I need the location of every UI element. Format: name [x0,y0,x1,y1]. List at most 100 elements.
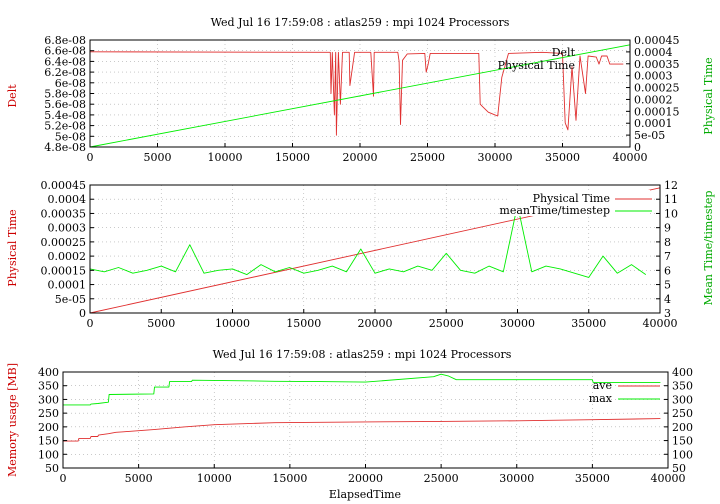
chart-2-ticks: 0 5000 10000 15000 20000 25000 30000 35000 40000… [41,179,679,330]
y2-tick-label: 50 [672,462,686,475]
x-tick-label: 30000 [500,317,535,330]
y-tick-label: 0.00015 [41,264,87,277]
y-tick-label: 350 [38,380,59,393]
chart-1-series [89,44,631,148]
y-tick-label: 0 [79,307,86,320]
y-tick-label: 6e-08 [55,77,86,90]
y2-tick-label: 12 [664,179,678,192]
y-tick-label: 5.4e-08 [44,109,86,122]
x-tick-label: 40000 [643,317,678,330]
series-line-1 [89,44,631,148]
x-tick-label: 20000 [358,317,393,330]
y-tick-label: 200 [38,421,59,434]
y-tick-label: 4.8e-08 [44,141,86,154]
chart-1-legend-label-physical-time: Physical Time [498,59,575,72]
y2-tick-label: 6 [664,264,671,277]
chart-3-legend-label-ave: ave [593,379,612,392]
y2-tick-label: 0.0002 [634,93,673,106]
chart-2-ylabel: Physical Time [6,209,19,286]
y2-tick-label: 0.0003 [634,70,673,83]
y-tick-label: 150 [38,435,59,448]
y-tick-label: 5.6e-08 [44,98,86,111]
y-tick-label: 5.8e-08 [44,88,86,101]
y2-tick-label: 300 [672,393,693,406]
y2-tick-label: 11 [664,193,678,206]
chart-2-legend-label-physical-time: Physical Time [533,192,610,205]
chart-2: Physical Time Mean Time/timestep 0 5000 10… [6,179,715,330]
y2-tick-label: 400 [672,366,693,379]
chart-2-legend-label-mean-time: meanTime/timestep [499,204,610,217]
y2-tick-label: 4 [664,293,671,306]
y2-tick-label: 0.00015 [634,105,680,118]
chart-1-ticks: 0 5000 10000 15000 20000 25000 30000 35000 40000… [44,34,679,164]
y2-tick-label: 7 [664,250,671,263]
x-tick-label: 10000 [208,151,243,164]
y2-tick-label: 0.0001 [634,117,673,130]
y-tick-label: 6.6e-08 [44,45,86,58]
chart-3: Wed Jul 16 17:59:08 : atlas259 : mpi 102… [6,348,693,501]
chart-3-series [63,373,661,442]
chart-3-grid [63,372,668,468]
chart-2-y2label: Mean Time/timestep [702,191,715,306]
x-tick-label: 10000 [215,317,250,330]
x-tick-label: 30000 [499,472,534,485]
x-tick-label: 25000 [429,317,464,330]
chart-3-xlabel: ElapsedTime [329,488,401,501]
x-tick-label: 35000 [571,317,606,330]
x-tick-label: 40000 [651,472,686,485]
series-line-1 [89,204,647,278]
y2-tick-label: 0.00045 [634,34,680,47]
chart-2-grid [90,185,660,313]
x-tick-label: 20000 [348,472,383,485]
y-tick-label: 50 [45,462,59,475]
y-tick-label: 0.0003 [48,222,87,235]
chart-2-legend-box [510,190,650,216]
chart-2-legend: Physical Time meanTime/timestep [499,190,652,217]
y-tick-label: 5e-08 [55,130,86,143]
y-tick-label: 6.4e-08 [44,55,86,68]
x-tick-label: 5000 [125,472,153,485]
y2-tick-label: 10 [664,207,678,220]
x-tick-label: 30000 [478,151,513,164]
y2-tick-label: 100 [672,448,693,461]
x-tick-label: 5000 [147,317,175,330]
chart-1-title: Wed Jul 16 17:59:08 : atlas259 : mpi 102… [211,16,510,29]
y-tick-label: 100 [38,448,59,461]
chart-1-y2label: Physical Time [702,57,715,134]
x-tick-label: 0 [60,472,67,485]
y-tick-label: 0.0004 [48,193,87,206]
y-tick-label: 6.8e-08 [44,34,86,47]
series-line-0 [89,51,624,136]
y2-tick-label: 8 [664,236,671,249]
y-tick-label: 6.2e-08 [44,66,86,79]
x-tick-label: 35000 [545,151,580,164]
y-tick-label: 5e-05 [55,293,86,306]
x-tick-label: 15000 [286,317,321,330]
x-tick-label: 15000 [272,472,307,485]
y-tick-label: 0.00045 [41,179,87,192]
y2-tick-label: 350 [672,380,693,393]
x-tick-label: 10000 [197,472,232,485]
y-tick-label: 300 [38,393,59,406]
y-tick-label: 0.0002 [48,250,87,263]
chart-3-title: Wed Jul 16 17:59:08 : atlas259 : mpi 102… [213,348,512,361]
x-tick-label: 0 [87,317,94,330]
y2-tick-label: 0.0004 [634,46,673,59]
chart-1-ylabel: Delt [6,84,19,108]
chart-1: Wed Jul 16 17:59:08 : atlas259 : mpi 102… [6,16,715,164]
chart-3-legend-label-max: max [589,392,613,405]
chart-1-legend-label-delt: Delt [552,46,576,59]
y-tick-label: 0.00035 [41,207,87,220]
x-tick-label: 35000 [575,472,610,485]
series-line-0 [63,418,661,442]
chart-3-legend: ave max [589,379,660,405]
y2-tick-label: 5 [664,279,671,292]
y2-tick-label: 0.00035 [634,58,680,71]
x-tick-label: 40000 [613,151,648,164]
x-tick-label: 0 [87,151,94,164]
y2-tick-label: 9 [664,222,671,235]
y2-tick-label: 0.00025 [634,82,680,95]
x-tick-label: 25000 [410,151,445,164]
y2-tick-label: 200 [672,421,693,434]
